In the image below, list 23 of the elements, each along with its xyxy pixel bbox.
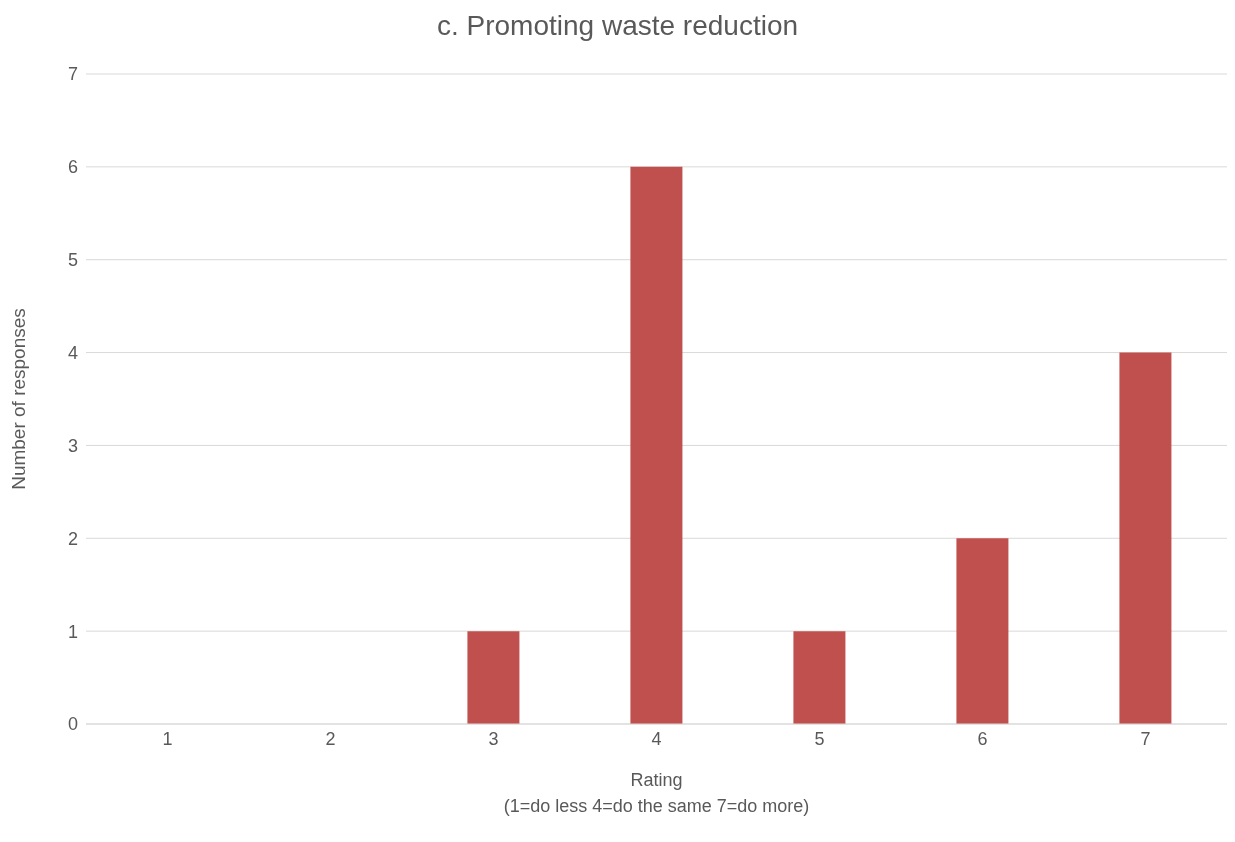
y-tick-label: 3 [67,435,78,456]
bar [467,631,520,724]
x-tick-label: 6 [977,728,988,749]
y-axis-title: Number of responses [7,308,29,490]
y-tick-label: 1 [67,621,78,642]
y-tick-label: 6 [67,157,78,178]
bar [630,166,683,724]
y-tick-label: 0 [67,714,78,735]
chart-title: c. Promoting waste reduction [435,9,800,43]
y-tick-label: 7 [67,64,78,85]
bar [1119,352,1172,724]
x-tick-label: 7 [1140,728,1151,749]
x-axis-title: Rating (1=do less 4=do the same 7=do more) [503,770,810,816]
x-tick-label: 4 [651,728,662,749]
y-tick-label: 5 [67,250,78,271]
x-tick-label: 3 [488,728,499,749]
bar [793,631,846,724]
x-tick-label: 1 [162,728,173,749]
x-tick-label: 5 [814,728,825,749]
bar [956,538,1009,724]
y-tick-label: 4 [67,342,78,363]
y-tick-label: 2 [67,528,78,549]
x-tick-label: 2 [325,728,336,749]
